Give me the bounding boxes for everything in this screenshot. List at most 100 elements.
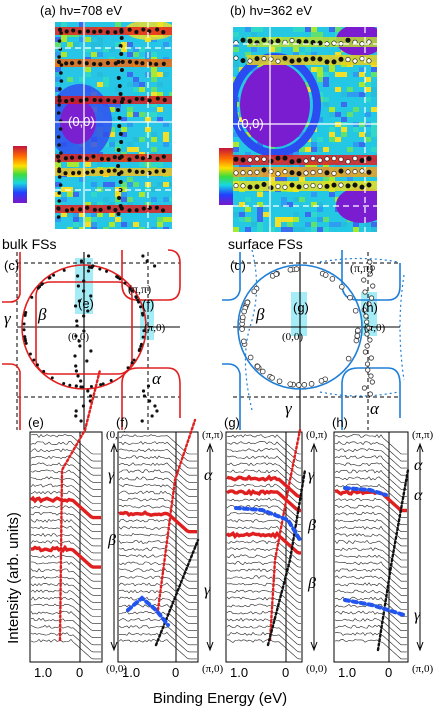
map-pixel [121,182,127,187]
fs-dot [73,304,78,308]
map-dot [359,56,365,62]
map-pixel [127,212,133,217]
map-pixel [233,227,239,232]
map-pixel [115,42,121,47]
edc-curve [226,568,301,589]
map-pixel [299,27,305,32]
map-pixel [97,212,103,217]
map-pixel [317,32,323,37]
map-pixel [103,77,109,82]
map-pixel [79,182,85,187]
map-pixel [79,22,85,27]
edc-curve [334,441,407,462]
map-dot [127,27,132,32]
fs-corner-left-bot [2,363,21,430]
map-pixel [109,127,115,132]
map-pixel [371,112,377,117]
map-dot [303,170,309,176]
dispersion-dots [58,368,102,642]
fs-dot [153,404,157,408]
edc-curve [30,610,101,631]
map-pixel [341,227,347,232]
map-pixel [127,112,133,117]
map-dot [289,58,295,64]
panel-d-origin: (0,0) [282,331,303,343]
map-pixel [353,227,359,232]
map-dot [117,124,122,128]
map-pixel [251,67,257,72]
map-pixel [109,142,115,147]
panel-b-bands [233,37,377,191]
edc-curve [226,540,301,561]
fs-corner-left-top [2,252,21,303]
map-pixel [85,67,91,72]
map-pixel [365,77,371,82]
map-pixel [169,182,172,187]
map-pixel [133,147,139,152]
map-pixel [317,67,323,72]
map-pixel [257,217,263,222]
map-dot [338,56,344,62]
fs-dot [367,337,373,343]
map-dot [118,204,123,208]
fs-dot [78,344,82,348]
map-dot [106,98,111,103]
fs-dot [30,295,34,299]
fs-dot [86,269,91,273]
fs-dot [132,358,136,362]
map-pixel [239,227,245,232]
edc-curve [30,625,101,646]
map-pixel [275,177,281,182]
map-dot [84,61,89,66]
map-pixel [103,227,109,229]
map-pixel [73,222,79,227]
map-pixel [157,72,163,77]
map-dot [338,156,344,162]
map-pixel [371,132,377,137]
edc-curve [30,632,101,653]
map-dot [119,140,124,144]
fs-dot [141,254,145,258]
map-dot [58,127,63,131]
edc-curve [118,554,197,575]
map-pixel [269,177,275,182]
map-dot [84,97,89,102]
map-dot [366,58,372,64]
edc-curve [30,540,101,561]
fs-dot [42,369,46,373]
map-pixel [115,192,121,197]
map-pixel [233,32,239,37]
map-pixel [67,192,73,197]
edc-curve [118,518,197,540]
map-pixel [109,202,115,207]
map-pixel [55,182,61,187]
map-dot [63,156,68,161]
map-pixel [347,142,353,147]
map-pixel [151,112,157,117]
map-pixel [55,87,61,92]
map-pixel [245,227,251,232]
edc-curve [30,554,101,575]
panel-b-purple-zone [240,63,310,147]
map-pixel [61,22,67,27]
dispersion-dots [234,506,302,542]
fs-dot [366,325,372,331]
map-pixel [305,27,311,32]
map-pixel [103,212,109,217]
edc-curve [226,455,301,476]
map-pixel [97,42,103,47]
map-pixel [293,207,299,212]
fs-dot [85,359,89,363]
edc-band-label: γ [414,607,421,624]
map-dot [247,184,253,190]
map-dot [233,183,239,189]
map-dot [289,170,295,176]
fs-dot [138,347,142,351]
edc-curve [334,462,407,483]
map-pixel [55,162,61,167]
map-pixel [263,207,269,212]
map-pixel [365,222,371,227]
map-pixel [127,177,133,182]
map-pixel [55,72,61,77]
edc-curve [118,575,197,596]
